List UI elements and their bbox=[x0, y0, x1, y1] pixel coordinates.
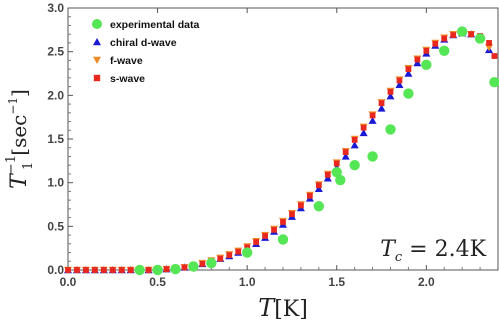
y-tick-label: 2.0 bbox=[47, 88, 64, 102]
legend-marker bbox=[93, 38, 101, 46]
data-point bbox=[403, 88, 414, 99]
data-point bbox=[341, 152, 350, 160]
series-experimental-data bbox=[134, 26, 499, 276]
data-point bbox=[199, 261, 206, 267]
y-tick-label: 1.5 bbox=[47, 132, 64, 146]
y-tick-label: 0.0 bbox=[47, 263, 64, 277]
data-point bbox=[335, 174, 346, 186]
x-tick-label: 0.5 bbox=[149, 275, 166, 289]
y-tick-label: 1.0 bbox=[47, 176, 64, 190]
data-point bbox=[100, 267, 107, 273]
data-point bbox=[474, 33, 486, 44]
data-point bbox=[235, 248, 242, 255]
data-point bbox=[170, 263, 181, 275]
data-point bbox=[367, 151, 378, 162]
data-point bbox=[226, 252, 233, 259]
data-point bbox=[396, 77, 403, 84]
data-point bbox=[385, 124, 396, 135]
data-point bbox=[404, 69, 413, 77]
data-point bbox=[349, 160, 360, 171]
data-point bbox=[118, 267, 125, 273]
data-point bbox=[298, 202, 304, 209]
data-point bbox=[306, 192, 313, 199]
y-tick-label: 0.5 bbox=[47, 219, 64, 233]
x-tick-label: 1.5 bbox=[328, 275, 345, 289]
tc-annotation: Tc = 2.4K bbox=[380, 237, 486, 265]
data-point bbox=[351, 136, 358, 143]
data-point bbox=[241, 247, 253, 258]
y-tick-label: 2.5 bbox=[47, 45, 64, 59]
x-tick-label: 1.0 bbox=[239, 275, 256, 289]
data-point bbox=[188, 261, 199, 272]
data-point bbox=[489, 77, 499, 88]
data-point bbox=[65, 267, 71, 273]
data-point bbox=[342, 149, 349, 155]
data-point bbox=[486, 40, 492, 46]
data-point bbox=[491, 53, 498, 59]
x-tick-label: 2.0 bbox=[418, 275, 435, 289]
x-tick-label: 0.0 bbox=[60, 275, 77, 289]
legend-marker bbox=[92, 19, 102, 29]
data-point bbox=[152, 264, 163, 276]
y-axis-title: T−1 1[sec−1] bbox=[4, 89, 36, 189]
legend-label: f-wave bbox=[110, 55, 143, 67]
data-point bbox=[145, 267, 152, 273]
y-tick-label: 3.0 bbox=[47, 1, 64, 15]
legend-label: s-wave bbox=[110, 73, 145, 85]
data-point bbox=[468, 31, 475, 38]
data-point bbox=[378, 100, 385, 107]
data-point bbox=[350, 141, 359, 149]
legend-marker bbox=[93, 56, 101, 64]
legend-label: experimental data bbox=[110, 19, 199, 31]
data-point bbox=[331, 166, 342, 178]
data-point bbox=[324, 171, 331, 178]
data-point bbox=[450, 32, 457, 38]
data-point bbox=[333, 160, 340, 167]
data-point bbox=[360, 124, 367, 131]
x-axis-title: T[K] bbox=[258, 294, 308, 322]
data-point bbox=[377, 104, 386, 112]
data-point bbox=[181, 264, 188, 271]
data-point bbox=[405, 66, 412, 73]
data-point bbox=[414, 56, 421, 63]
data-point bbox=[280, 219, 286, 225]
data-point bbox=[74, 267, 80, 273]
data-point bbox=[244, 244, 251, 251]
data-point bbox=[485, 44, 494, 52]
data-point bbox=[456, 26, 468, 37]
data-point bbox=[313, 201, 325, 212]
data-point bbox=[127, 267, 134, 273]
data-point bbox=[368, 116, 377, 124]
data-point bbox=[83, 267, 89, 273]
data-point bbox=[423, 47, 430, 54]
data-point bbox=[277, 234, 289, 245]
data-point bbox=[387, 88, 394, 95]
data-point bbox=[439, 45, 450, 56]
data-point bbox=[289, 211, 295, 217]
data-point bbox=[271, 226, 277, 233]
legend: experimental data chiral d-wave f-wave s-wa… bbox=[92, 19, 199, 85]
data-point bbox=[421, 59, 432, 70]
data-point bbox=[369, 112, 376, 119]
data-point bbox=[253, 239, 260, 245]
data-point bbox=[217, 255, 224, 262]
data-point bbox=[163, 266, 170, 273]
data-point bbox=[395, 80, 404, 89]
data-point bbox=[359, 128, 368, 137]
data-point bbox=[386, 92, 395, 100]
data-point bbox=[109, 267, 116, 273]
legend-marker bbox=[93, 74, 101, 82]
data-point bbox=[315, 182, 322, 189]
legend-label: chiral d-wave bbox=[110, 37, 177, 49]
data-point bbox=[432, 40, 439, 47]
data-marks bbox=[64, 26, 499, 276]
data-point bbox=[441, 35, 448, 42]
data-point bbox=[91, 267, 98, 273]
data-point bbox=[206, 257, 217, 269]
data-point bbox=[262, 233, 268, 239]
data-point bbox=[134, 264, 145, 276]
